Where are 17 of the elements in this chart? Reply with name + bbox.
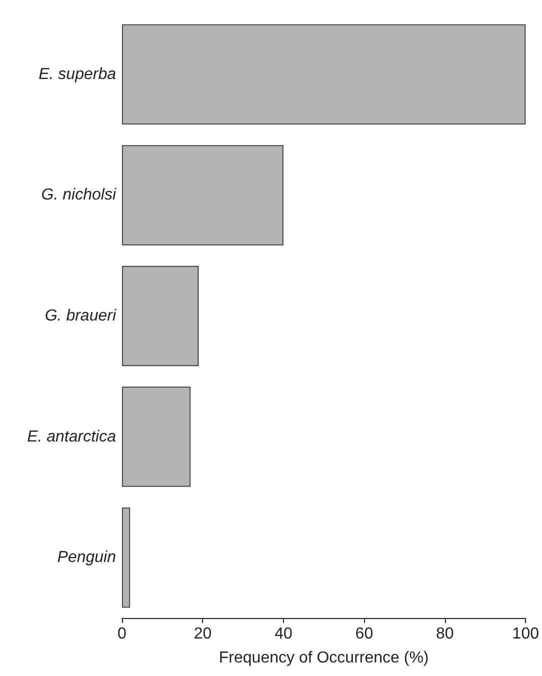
bar (122, 266, 199, 366)
bar (122, 386, 191, 487)
x-tick-label: 20 (194, 626, 212, 642)
bar (122, 24, 526, 125)
y-tick-label: G. nicholsi (41, 186, 116, 204)
x-tick-label: 80 (436, 626, 454, 642)
x-tick-label: 100 (512, 626, 540, 642)
y-tick-label: G. braueri (44, 308, 116, 324)
x-tick-label: 0 (118, 626, 127, 642)
y-tick-label: E. superba (38, 66, 116, 83)
y-tick-label: E. antarctica (27, 428, 116, 446)
x-tick-label: 60 (355, 626, 374, 642)
bar (122, 507, 130, 608)
bar (122, 145, 284, 246)
y-tick-label: Penguin (57, 549, 116, 566)
x-axis-title: Frequency of Occurrence (%) (218, 650, 429, 666)
x-tick-label: 40 (274, 626, 292, 642)
